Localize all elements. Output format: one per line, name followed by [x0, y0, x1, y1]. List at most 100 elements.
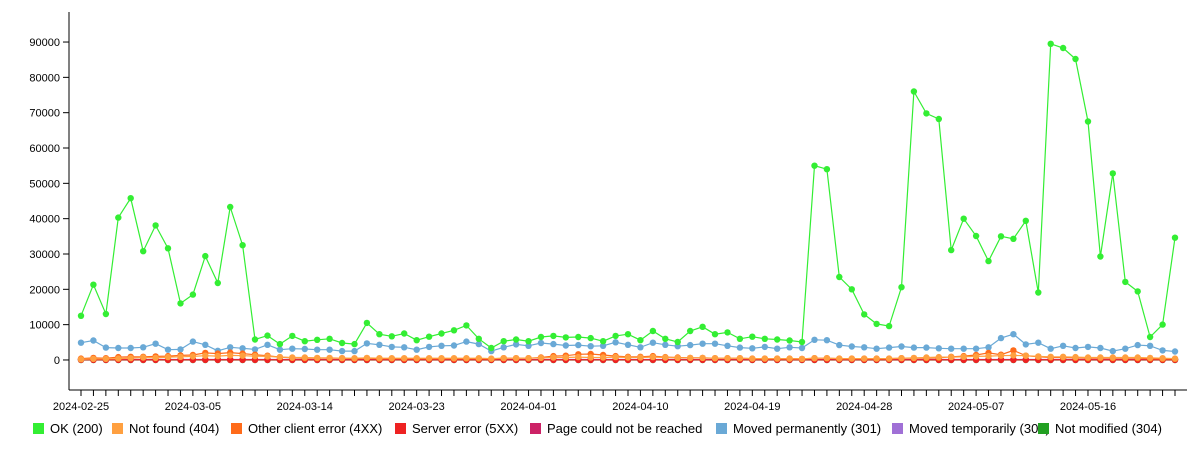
data-point [264, 332, 271, 339]
data-point [115, 355, 122, 362]
data-point [587, 354, 594, 361]
data-point [575, 353, 582, 361]
data-point [152, 354, 159, 362]
data-point [786, 337, 793, 344]
legend-item: Other client error (4XX) [231, 421, 382, 436]
data-point [1059, 353, 1067, 360]
data-point [848, 355, 855, 362]
data-point [1159, 355, 1166, 362]
data-point [264, 341, 271, 348]
x-tick-label: 2024-05-16 [1060, 401, 1116, 413]
data-point [1059, 342, 1067, 349]
data-point [923, 110, 930, 117]
data-point [438, 355, 445, 362]
data-point [612, 332, 619, 340]
data-point [997, 352, 1005, 359]
data-point [1072, 344, 1079, 352]
data-point [438, 330, 445, 337]
legend-swatch [395, 423, 406, 434]
legend-item: Not found (404) [112, 421, 219, 436]
data-point [90, 355, 97, 363]
data-point [861, 355, 868, 362]
data-point [811, 162, 818, 169]
data-point [1122, 345, 1129, 352]
data-point [960, 353, 967, 360]
data-point [376, 341, 383, 348]
x-tick-label: 2024-03-14 [277, 401, 333, 413]
data-point [624, 331, 632, 338]
legend-label: Moved temporarily (302) [909, 421, 1050, 436]
series-layer [77, 40, 1179, 364]
data-point [599, 342, 607, 349]
data-point [338, 355, 346, 362]
data-point [463, 322, 470, 329]
data-point [599, 354, 607, 361]
data-point [749, 355, 756, 362]
data-point [77, 339, 85, 346]
data-point [140, 344, 147, 351]
data-point [388, 333, 395, 340]
data-point [562, 354, 569, 361]
data-point [276, 353, 284, 361]
series-1 [77, 352, 1179, 363]
data-point [1010, 235, 1017, 242]
data-point [251, 352, 259, 360]
data-point [1134, 354, 1141, 361]
data-point [798, 344, 806, 352]
y-tick-label: 90000 [29, 37, 60, 49]
y-tick-label: 60000 [29, 143, 60, 155]
legend-item: Page could not be reached [530, 421, 702, 436]
data-point [1159, 347, 1166, 354]
data-point [972, 353, 980, 360]
data-point [1072, 55, 1079, 63]
data-point [1084, 118, 1092, 125]
data-point [177, 300, 184, 307]
legend-label: Other client error (4XX) [248, 421, 382, 436]
data-point [1109, 354, 1117, 361]
data-point [699, 323, 706, 330]
x-tick-label: 2024-04-01 [500, 401, 556, 413]
data-point [662, 335, 669, 342]
data-point [1097, 344, 1104, 352]
legend-item: Server error (5XX) [395, 421, 518, 436]
data-point [537, 354, 545, 362]
data-point [1097, 354, 1104, 361]
data-point [227, 352, 234, 359]
data-point [189, 353, 197, 360]
data-point [599, 338, 607, 345]
legend-label: Moved permanently (301) [733, 421, 881, 436]
data-point [1146, 342, 1154, 349]
data-point [624, 354, 632, 361]
data-point [1159, 321, 1166, 328]
data-point [1047, 353, 1054, 360]
data-point [1084, 354, 1092, 361]
data-point [562, 334, 569, 341]
data-point [500, 355, 507, 362]
data-point [836, 341, 843, 349]
data-point [798, 338, 806, 346]
x-tick-label: 2024-03-23 [389, 401, 445, 413]
data-point [463, 338, 470, 345]
legend-swatch [892, 423, 903, 434]
data-point [127, 195, 134, 202]
data-point [985, 344, 992, 351]
legend-swatch [530, 423, 541, 434]
data-point [711, 331, 719, 338]
data-point [985, 352, 992, 360]
data-point [550, 340, 557, 348]
data-point [1134, 341, 1141, 349]
data-point [1035, 339, 1042, 346]
data-point [736, 355, 744, 362]
data-point [1035, 353, 1042, 360]
legend-label: Page could not be reached [547, 421, 702, 436]
data-point [251, 346, 259, 353]
data-point [960, 345, 967, 352]
legend-swatch [231, 423, 242, 434]
x-tick-label: 2024-02-25 [53, 401, 109, 413]
data-point [948, 353, 955, 361]
data-point [90, 281, 97, 288]
x-tick-label: 2024-04-19 [724, 401, 780, 413]
data-point [77, 356, 85, 363]
series-0 [77, 40, 1179, 352]
